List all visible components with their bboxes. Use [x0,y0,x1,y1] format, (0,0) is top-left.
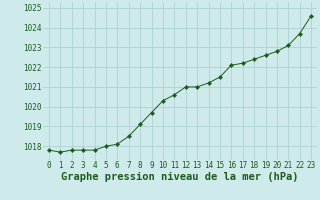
X-axis label: Graphe pression niveau de la mer (hPa): Graphe pression niveau de la mer (hPa) [61,172,299,182]
